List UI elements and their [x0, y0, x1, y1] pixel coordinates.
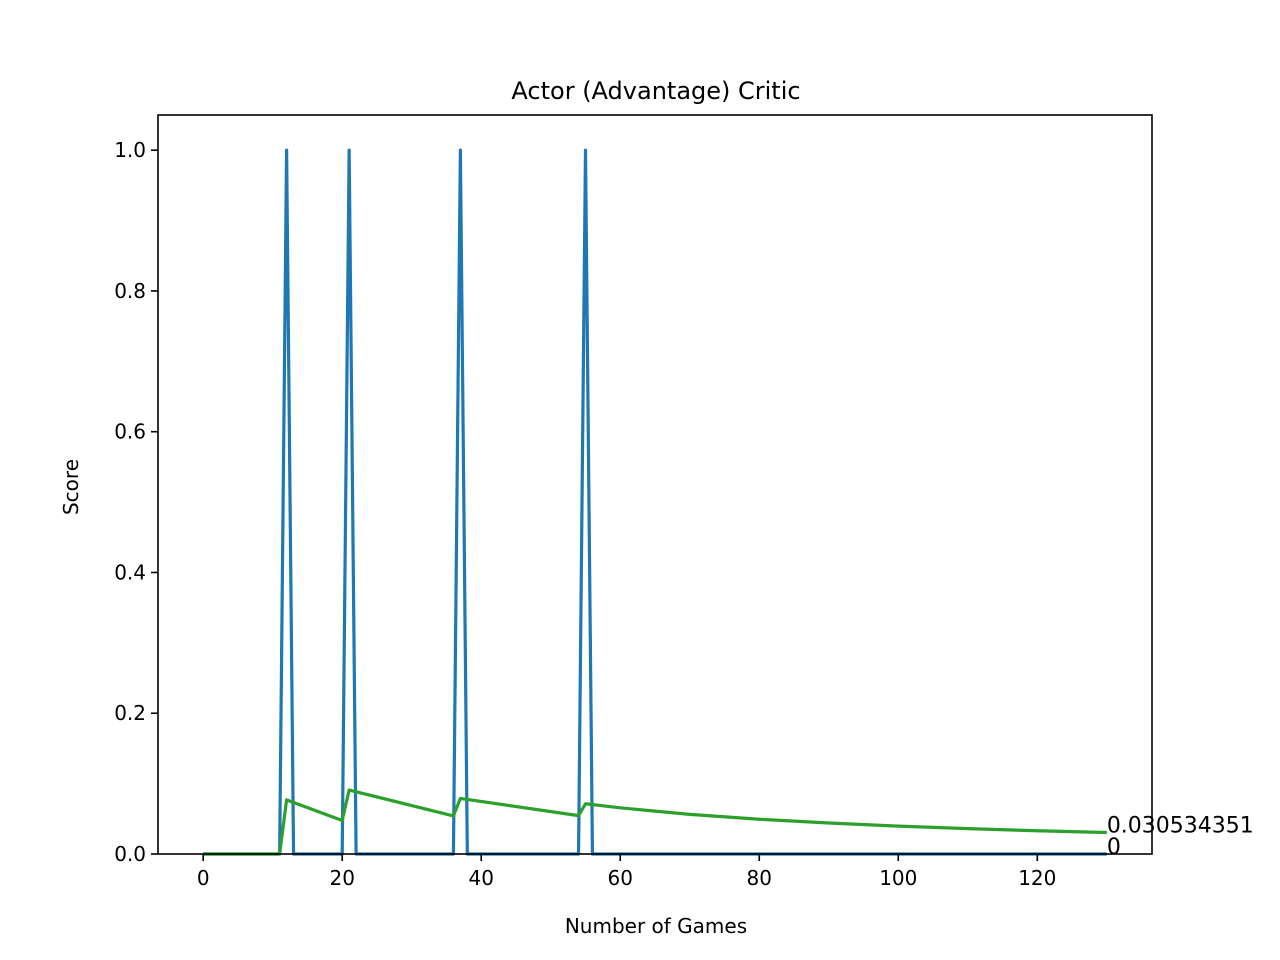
y-axis-label: Score — [59, 459, 83, 515]
y-tick-label: 0.4 — [114, 560, 146, 584]
y-tick-label: 0.2 — [114, 701, 146, 725]
y-tick-label: 0.6 — [114, 420, 146, 444]
x-tick-label: 60 — [608, 866, 633, 890]
x-tick-label: 40 — [468, 866, 493, 890]
x-tick-label: 80 — [747, 866, 772, 890]
y-tick-label: 0.8 — [114, 279, 146, 303]
series-line-2 — [203, 788, 1107, 856]
x-axis: 0 20 40 60 80 100 120 — [197, 854, 1056, 890]
end-value-label: 0.030534351 — [1107, 814, 1254, 839]
x-tick-label: 0 — [197, 866, 210, 890]
y-tick-label: 1.0 — [114, 138, 146, 162]
x-axis-label: Number of Games — [565, 914, 747, 938]
end-value-label: 0 — [1107, 835, 1121, 860]
x-tick-label: 120 — [1018, 866, 1056, 890]
plot-frame — [157, 114, 1153, 855]
x-tick-label: 20 — [329, 866, 354, 890]
y-tick-label: 0.0 — [114, 842, 146, 866]
chart-title: Actor (Advantage) Critic — [511, 77, 800, 105]
x-tick-label: 100 — [879, 866, 917, 890]
y-axis: 0.0 0.2 0.4 0.6 0.8 1.0 — [114, 138, 158, 866]
